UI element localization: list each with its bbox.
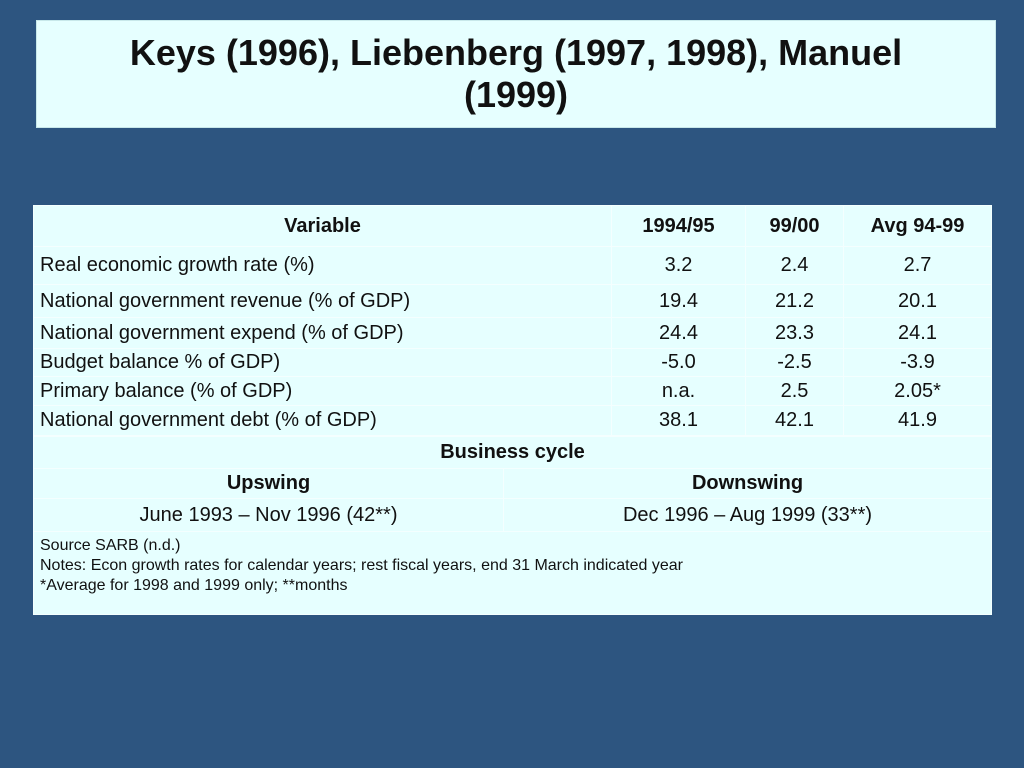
row-label: Budget balance % of GDP) [33, 348, 612, 377]
row-value: -3.9 [843, 348, 992, 377]
table-row: Real economic growth rate (%) 3.2 2.4 2.… [33, 246, 992, 285]
row-label: National government revenue (% of GDP) [33, 284, 612, 318]
row-label: National government debt (% of GDP) [33, 405, 612, 436]
footnote-text: *Average for 1998 and 1999 only; **month… [40, 577, 348, 594]
business-cycle-table: Business cycle Upswing Downswing June 19… [33, 436, 992, 615]
row-value: 24.4 [611, 317, 746, 349]
slide-title: Keys (1996), Liebenberg (1997, 1998), Ma… [129, 32, 903, 115]
row-value: 2.5 [745, 376, 844, 406]
notes-row: Source SARB (n.d.) Notes: Econ growth ra… [33, 531, 992, 615]
row-value: -5.0 [611, 348, 746, 377]
header-1994-95: 1994/95 [611, 205, 746, 247]
row-value: 2.7 [843, 246, 992, 285]
row-value: 19.4 [611, 284, 746, 318]
upswing-value: June 1993 – Nov 1996 (42**) [33, 498, 504, 532]
table-row: Budget balance % of GDP) -5.0 -2.5 -3.9 [33, 348, 992, 377]
business-cycle-title-row: Business cycle [33, 436, 992, 469]
source-note: Source SARB (n.d.) [40, 537, 181, 554]
header-99-00: 99/00 [745, 205, 844, 247]
business-cycle-labels-row: Upswing Downswing [33, 468, 992, 499]
row-value: 23.3 [745, 317, 844, 349]
downswing-label: Downswing [503, 468, 992, 499]
table-header-row: Variable 1994/95 99/00 Avg 94-99 [33, 205, 992, 247]
row-value: 38.1 [611, 405, 746, 436]
row-value: 42.1 [745, 405, 844, 436]
notes-cell: Source SARB (n.d.) Notes: Econ growth ra… [33, 531, 992, 615]
data-table: Variable 1994/95 99/00 Avg 94-99 Real ec… [33, 205, 992, 436]
business-cycle-title: Business cycle [33, 436, 992, 469]
header-avg: Avg 94-99 [843, 205, 992, 247]
table-row: National government debt (% of GDP) 38.1… [33, 405, 992, 436]
title-box: Keys (1996), Liebenberg (1997, 1998), Ma… [36, 20, 996, 128]
row-value: 3.2 [611, 246, 746, 285]
downswing-value: Dec 1996 – Aug 1999 (33**) [503, 498, 992, 532]
row-value: -2.5 [745, 348, 844, 377]
row-value: n.a. [611, 376, 746, 406]
table-row: National government revenue (% of GDP) 1… [33, 284, 992, 318]
upswing-label: Upswing [33, 468, 504, 499]
row-value: 24.1 [843, 317, 992, 349]
table-row: National government expend (% of GDP) 24… [33, 317, 992, 349]
header-variable: Variable [33, 205, 612, 247]
row-value: 2.05* [843, 376, 992, 406]
row-value: 2.4 [745, 246, 844, 285]
row-value: 21.2 [745, 284, 844, 318]
business-cycle-values-row: June 1993 – Nov 1996 (42**) Dec 1996 – A… [33, 498, 992, 532]
row-label: Primary balance (% of GDP) [33, 376, 612, 406]
row-label: National government expend (% of GDP) [33, 317, 612, 349]
notes-text: Notes: Econ growth rates for calendar ye… [40, 557, 683, 574]
data-table-container: Variable 1994/95 99/00 Avg 94-99 Real ec… [33, 205, 992, 615]
row-value: 20.1 [843, 284, 992, 318]
row-label: Real economic growth rate (%) [33, 246, 612, 285]
row-value: 41.9 [843, 405, 992, 436]
table-row: Primary balance (% of GDP) n.a. 2.5 2.05… [33, 376, 992, 406]
